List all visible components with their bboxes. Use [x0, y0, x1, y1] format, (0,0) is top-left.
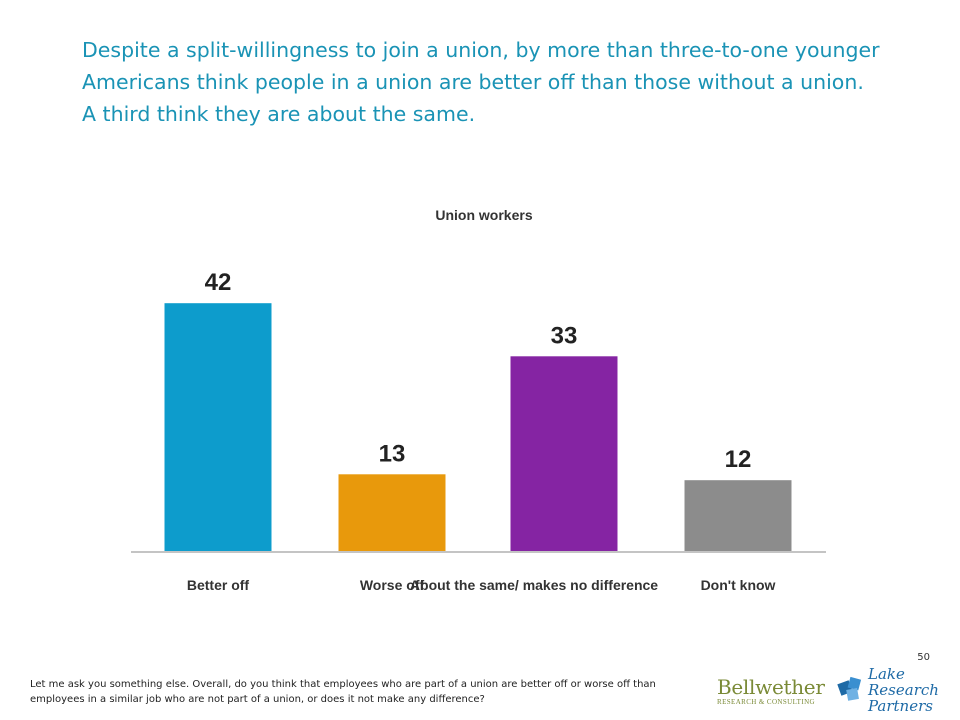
category-label-0: Better off	[187, 577, 250, 593]
lake-research-partners-logo: Lake Research Partners	[836, 664, 951, 718]
bellwether-logo: Bellwether RESEARCH & CONSULTING	[717, 676, 827, 712]
lake-logo-line-2: Research	[868, 681, 939, 699]
slide-number: 50	[917, 652, 930, 663]
bar-2	[510, 356, 618, 551]
bar-1	[338, 474, 446, 551]
category-label-3: Don't know	[701, 577, 776, 593]
bellwether-logo-name: Bellwether	[717, 675, 825, 699]
lake-logo-line-3: Partners	[868, 697, 933, 715]
category-label-2: About the same/ makes no difference	[410, 577, 658, 593]
data-label-2: 33	[551, 322, 578, 349]
lake-logo-line-1: Lake	[868, 665, 905, 683]
data-label-3: 12	[725, 446, 752, 473]
bellwether-logo-subtitle: RESEARCH & CONSULTING	[717, 698, 815, 706]
bar-0	[164, 303, 272, 551]
puzzle-pieces-icon	[837, 676, 862, 701]
slide-headline: Despite a split-willingness to join a un…	[82, 38, 880, 126]
chart-title: Union workers	[435, 207, 532, 223]
bar-3	[684, 480, 792, 551]
category-label-1: Worse off	[360, 577, 425, 593]
data-label-1: 13	[379, 440, 406, 467]
bar-chart: Union workers 42 Better off 13 Worse off 33 A…	[131, 207, 826, 593]
survey-question-footnote: Let me ask you something else. Overall, …	[30, 679, 656, 705]
data-label-0: 42	[205, 269, 232, 296]
